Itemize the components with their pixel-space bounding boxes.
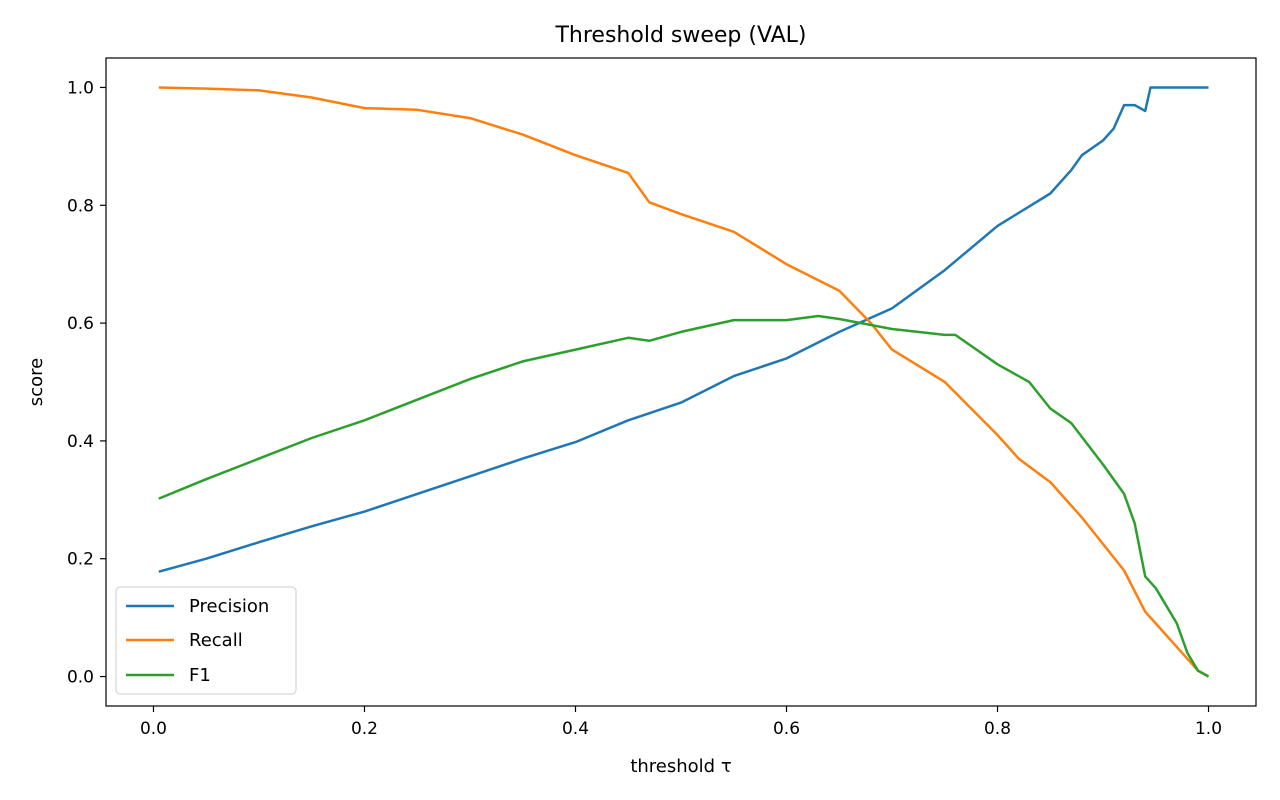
legend-box (115, 586, 297, 695)
x-tick-label: 0.0 (140, 719, 167, 739)
y-ticks: 0.0 0.2 0.4 0.6 0.8 1.0 (67, 78, 106, 688)
legend-label-precision: Precision (189, 596, 269, 617)
x-tick-label: 1.0 (1195, 719, 1222, 739)
series-line-precision (158, 86, 1209, 573)
y-tick-label: 0.8 (67, 196, 94, 216)
series-line-f1 (158, 314, 1210, 678)
chart-title: Threshold sweep (VAL) (554, 23, 806, 48)
y-axis-label: score (26, 358, 47, 406)
x-tick-label: 0.8 (984, 719, 1011, 739)
plot-frame (105, 57, 1257, 707)
y-tick-label: 1.0 (67, 78, 94, 98)
legend-label-f1: F1 (189, 665, 211, 686)
y-tick-label: 0.2 (67, 550, 94, 570)
x-tick-label: 0.6 (773, 719, 800, 739)
x-tick-label: 0.2 (351, 719, 378, 739)
y-tick-label: 0.6 (67, 314, 94, 334)
x-ticks: 0.0 0.2 0.4 0.6 0.8 1.0 (140, 706, 1222, 739)
x-tick-label: 0.4 (562, 719, 589, 739)
legend: Precision Recall F1 (115, 586, 297, 695)
x-axis-label: threshold τ (630, 756, 731, 777)
plot-lines (158, 86, 1210, 678)
series-line-recall (158, 86, 1210, 678)
y-tick-label: 0.4 (67, 432, 94, 452)
legend-label-recall: Recall (189, 630, 243, 651)
y-tick-label: 0.0 (67, 668, 94, 688)
